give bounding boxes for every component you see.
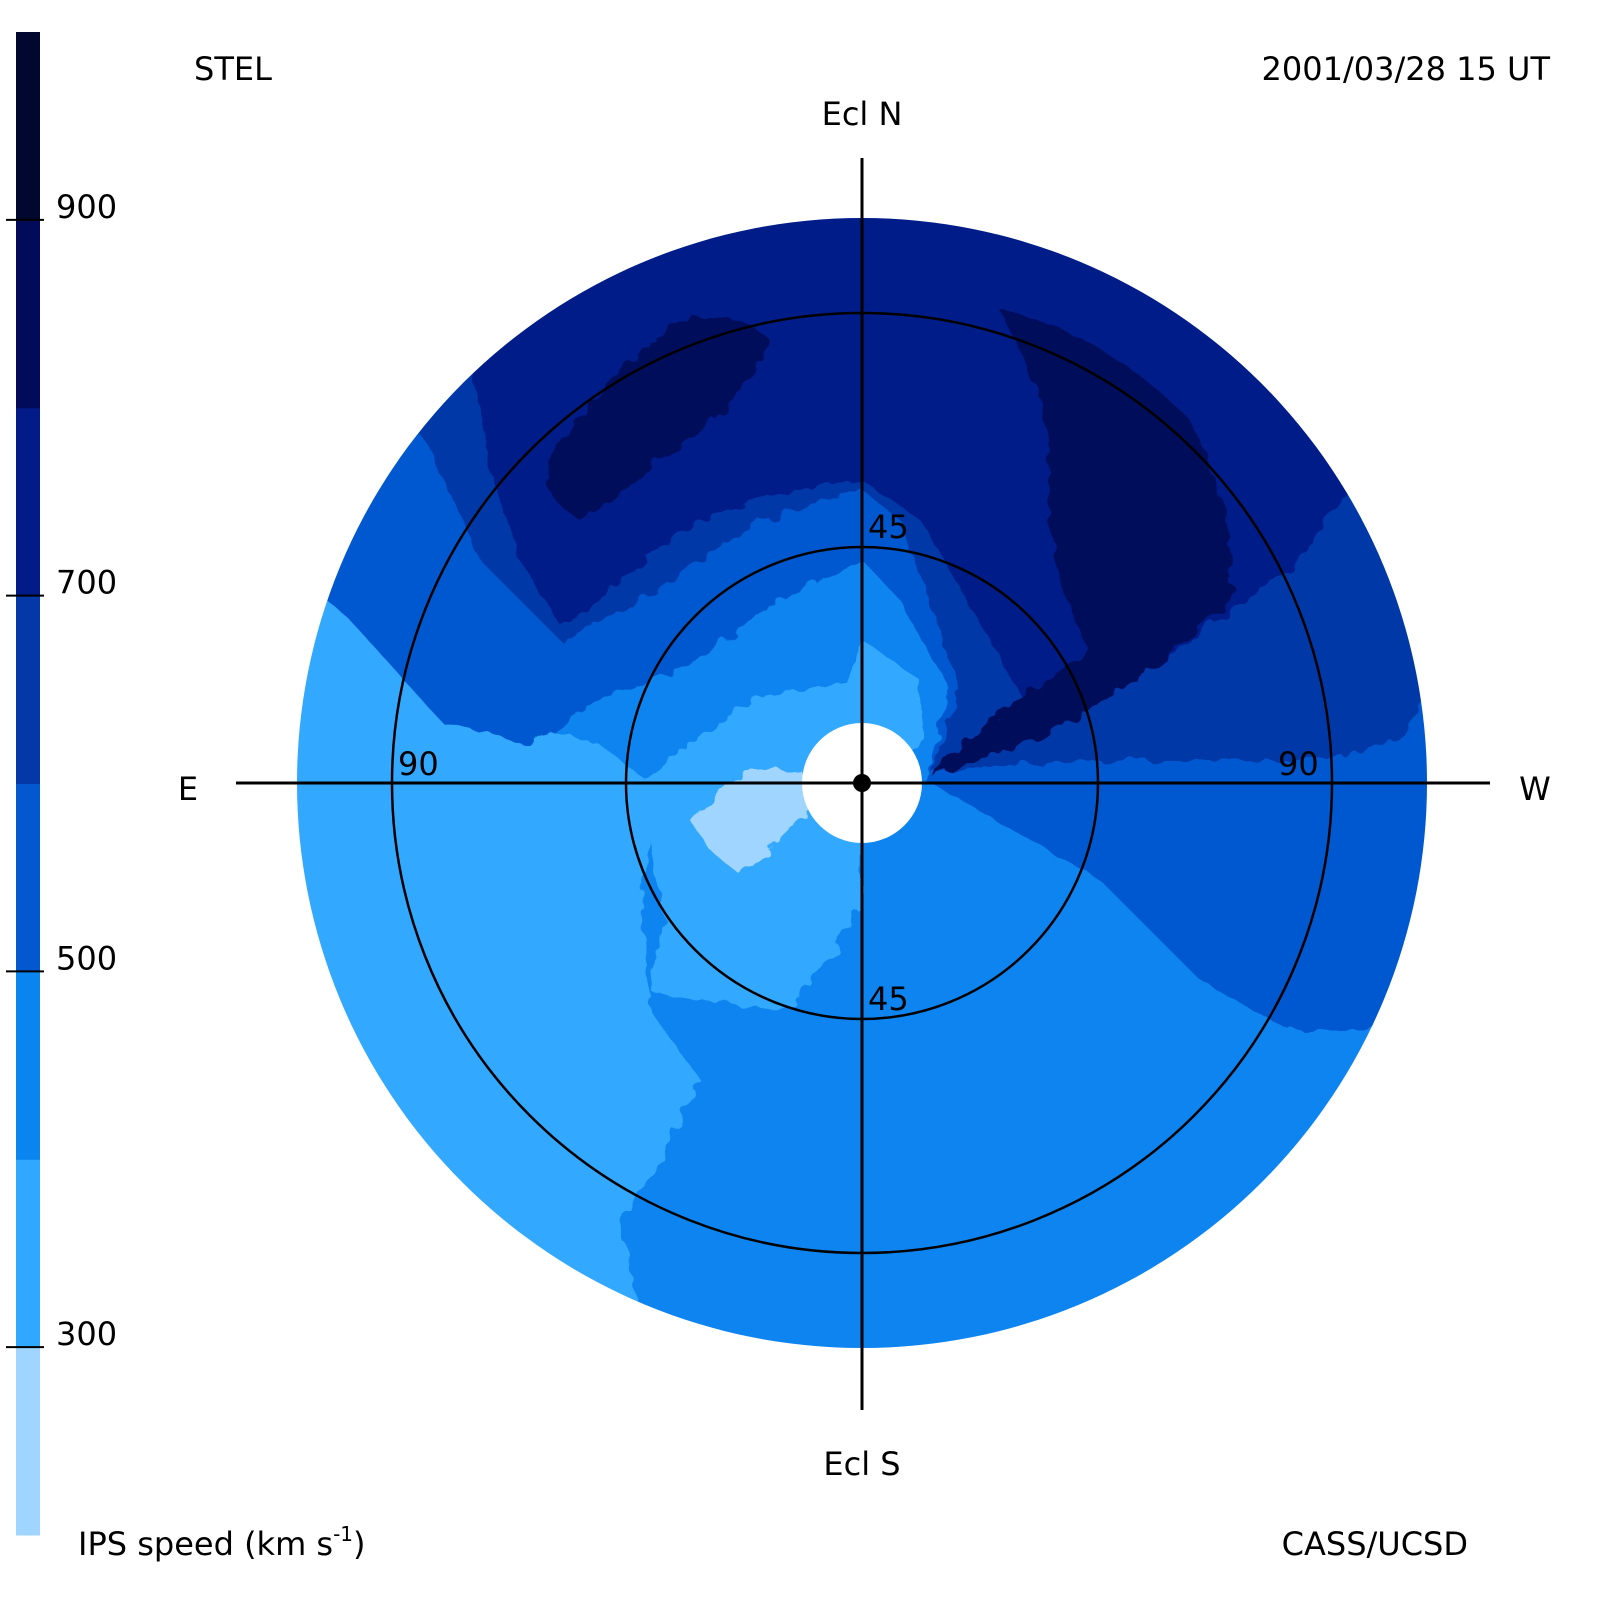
direction-east-label: E [178, 770, 198, 808]
colorbar-tick-label-500: 500 [56, 939, 117, 977]
colorbar-band-1 [16, 1159, 40, 1348]
colorbar-band-2 [16, 971, 40, 1160]
colorbar-label-exponent: -1 [333, 1522, 353, 1546]
direction-north-label: Ecl N [822, 95, 903, 133]
credit-label: CASS/UCSD [1282, 1525, 1468, 1563]
colorbar-tick-label-300: 300 [56, 1315, 117, 1353]
colorbar-band-0 [16, 1347, 40, 1536]
region-northeast-fast [545, 317, 770, 520]
colorbar-band-3 [16, 783, 40, 972]
colorbar-label-main: IPS speed (km s [78, 1525, 333, 1563]
colorbar: 300 500 700 900 [6, 32, 117, 1536]
direction-west-label: W [1519, 770, 1551, 808]
colorbar-band-5 [16, 407, 40, 597]
colorbar-bands [16, 32, 40, 1536]
ring-label-45-north: 45 [868, 508, 909, 546]
colorbar-tick-label-900: 900 [56, 188, 117, 226]
ring-label-90-east: 90 [398, 745, 439, 783]
station-label: STEL [194, 50, 272, 88]
colorbar-tick-label-700: 700 [56, 564, 117, 602]
datetime-label: 2001/03/28 15 UT [1262, 50, 1551, 88]
colorbar-label-close: ) [353, 1525, 365, 1563]
colorbar-ticks: 300 500 700 900 [6, 188, 117, 1353]
ring-label-45-south: 45 [868, 980, 909, 1018]
region-northwest-stream [930, 310, 1232, 775]
colorbar-band-6 [16, 219, 40, 409]
ring-label-90-west: 90 [1278, 745, 1319, 783]
colorbar-label: IPS speed (km s-1) [78, 1522, 366, 1563]
colorbar-band-4 [16, 595, 40, 784]
direction-south-label: Ecl S [823, 1445, 900, 1483]
colorbar-band-7 [16, 32, 40, 221]
region-near-sun-slow [690, 770, 820, 875]
